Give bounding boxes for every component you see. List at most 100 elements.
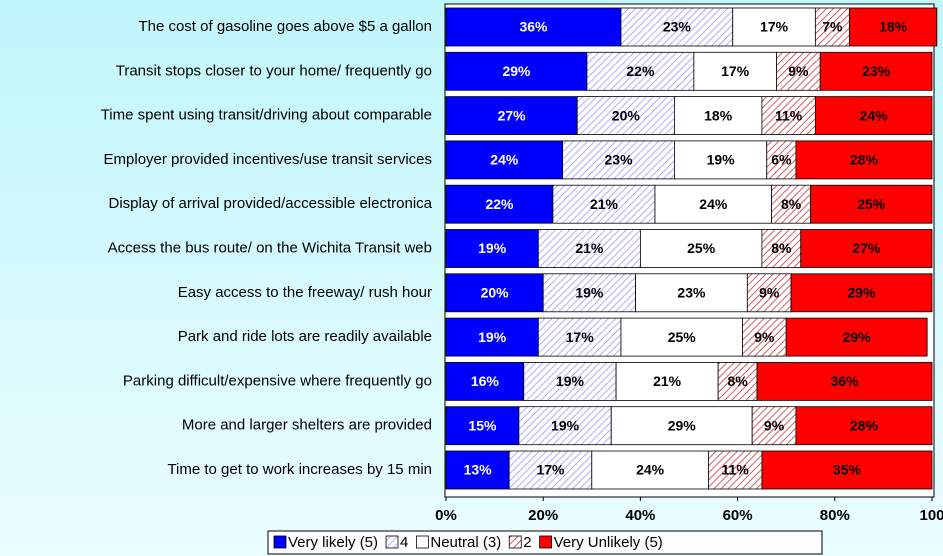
- value-label: 17%: [536, 462, 565, 478]
- value-label: 21%: [653, 373, 682, 389]
- bar-segment: [518, 406, 612, 446]
- value-label: 27%: [852, 240, 881, 256]
- x-tick-label: 100: [919, 507, 943, 524]
- bar-segment: [761, 96, 816, 135]
- value-label: 25%: [857, 196, 886, 212]
- value-label: 16%: [471, 373, 500, 389]
- value-label: 19%: [707, 152, 736, 168]
- category-label: Park and ride lots are readily available: [178, 328, 432, 345]
- bar-segment: [576, 96, 675, 135]
- bar-segment: [445, 184, 554, 224]
- value-label: 29%: [502, 63, 531, 79]
- bar-segment: [562, 140, 675, 180]
- value-label: 29%: [848, 285, 877, 301]
- bar-segment: [814, 96, 933, 135]
- bar-segment: [537, 317, 622, 357]
- legend-label: Neutral (3): [430, 534, 501, 551]
- bar-segment: [445, 7, 622, 47]
- value-label: 35%: [833, 462, 862, 478]
- value-label: 18%: [704, 107, 733, 123]
- x-tick-label: 0%: [435, 507, 457, 524]
- legend-swatch: [508, 535, 522, 549]
- value-label: 21%: [590, 196, 619, 212]
- bar-segment: [756, 361, 933, 401]
- value-label: 9%: [788, 63, 809, 79]
- bar-segment: [620, 7, 734, 47]
- value-label: 8%: [771, 240, 792, 256]
- value-label: 36%: [831, 373, 860, 389]
- bar-segment: [445, 273, 544, 313]
- value-label: 13%: [464, 462, 493, 478]
- category-label: Easy access to the freeway/ rush hour: [178, 284, 432, 301]
- category-label: Access the bus route/ on the Wichita Tra…: [108, 239, 432, 256]
- bar-segment: [742, 317, 787, 357]
- category-label: Parking difficult/expensive where freque…: [123, 372, 432, 389]
- bar-segment: [445, 229, 539, 268]
- x-tick-label: 40%: [625, 507, 655, 524]
- value-label: 19%: [551, 417, 580, 433]
- value-label: 24%: [860, 107, 889, 123]
- value-label: 8%: [727, 373, 748, 389]
- value-label: 27%: [498, 107, 527, 123]
- value-label: 17%: [760, 19, 789, 35]
- bar-segment: [810, 184, 933, 224]
- category-label: Time spent using transit/driving about c…: [101, 107, 432, 124]
- bar-segment: [761, 450, 933, 490]
- category-label: Transit stops closer to your home/ frequ…: [116, 62, 432, 79]
- bar-segment: [708, 450, 763, 490]
- value-label: 23%: [605, 152, 634, 168]
- category-label: Employer provided incentives/use transit…: [104, 151, 432, 168]
- bar-segment: [785, 317, 928, 357]
- value-label: 9%: [759, 285, 780, 301]
- bar-segment: [445, 140, 564, 180]
- category-label: More and larger shelters are provided: [182, 417, 432, 434]
- value-label: 28%: [850, 152, 879, 168]
- legend-label: Very Unlikely (5): [554, 534, 663, 551]
- bar-segment: [508, 450, 593, 490]
- value-label: 11%: [775, 107, 803, 123]
- bar-segment: [674, 96, 763, 135]
- value-label: 6%: [771, 152, 792, 168]
- value-label: 17%: [721, 63, 750, 79]
- value-label: 23%: [677, 285, 706, 301]
- value-label: 22%: [626, 63, 655, 79]
- bar-segment: [654, 184, 773, 224]
- bar-segment: [795, 406, 933, 446]
- category-label: Display of arrival provided/accessible e…: [109, 195, 433, 212]
- category-label: Time to get to work increases by 15 min: [167, 461, 432, 478]
- value-label: 19%: [478, 329, 507, 345]
- value-label: 22%: [485, 196, 514, 212]
- value-label: 29%: [843, 329, 872, 345]
- value-label: 17%: [566, 329, 595, 345]
- legend-swatch: [539, 535, 552, 549]
- legend-swatch: [273, 535, 287, 549]
- bar-segment: [732, 7, 816, 47]
- value-label: 19%: [575, 285, 604, 301]
- bar-segment: [848, 7, 938, 47]
- value-label: 28%: [850, 417, 879, 433]
- bar-segment: [766, 140, 797, 180]
- bar-segment: [693, 51, 777, 91]
- value-label: 20%: [481, 285, 510, 301]
- legend-label: Very likely (5): [288, 534, 378, 551]
- value-label: 7%: [822, 19, 843, 35]
- x-tick-label: 20%: [528, 507, 558, 524]
- bar-segment: [746, 273, 792, 313]
- value-label: 24%: [699, 196, 728, 212]
- bar-segment: [795, 140, 933, 180]
- bar-segment: [445, 96, 578, 135]
- bar-segment: [800, 229, 933, 268]
- value-label: 23%: [663, 19, 692, 35]
- bar-segment: [445, 317, 539, 357]
- bar-segment: [776, 51, 821, 91]
- value-label: 25%: [668, 329, 697, 345]
- legend-label: 4: [400, 534, 408, 551]
- value-label: 18%: [879, 19, 908, 35]
- value-label: 19%: [556, 373, 585, 389]
- bar-segment: [790, 273, 933, 313]
- bar-segment: [640, 229, 763, 268]
- bar-segment: [814, 7, 850, 47]
- value-label: 36%: [519, 19, 548, 35]
- value-label: 24%: [490, 152, 519, 168]
- bar-segment: [445, 51, 588, 91]
